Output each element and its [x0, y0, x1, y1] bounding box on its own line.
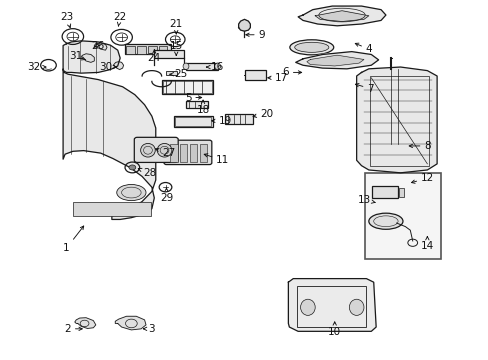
- Text: 32: 32: [27, 62, 46, 72]
- Bar: [158, 45, 167, 54]
- Bar: [173, 116, 212, 127]
- Text: 5: 5: [185, 93, 201, 103]
- Text: 28: 28: [138, 168, 156, 178]
- Circle shape: [129, 165, 136, 170]
- Polygon shape: [63, 41, 120, 73]
- Bar: [371, 186, 397, 198]
- Text: 15: 15: [169, 41, 183, 55]
- Text: 26: 26: [91, 41, 104, 50]
- Text: 12: 12: [411, 173, 433, 183]
- Text: 16: 16: [206, 62, 224, 72]
- Text: 17: 17: [267, 73, 287, 83]
- Bar: [369, 76, 428, 166]
- Bar: [154, 50, 183, 58]
- Text: 14: 14: [420, 237, 433, 251]
- Bar: [166, 71, 177, 75]
- Polygon shape: [63, 69, 156, 220]
- Text: 30: 30: [99, 62, 116, 72]
- Bar: [73, 202, 151, 216]
- Ellipse shape: [294, 42, 328, 52]
- Ellipse shape: [368, 213, 402, 229]
- Polygon shape: [81, 54, 94, 62]
- Text: 19: 19: [211, 116, 231, 126]
- Text: 18: 18: [196, 100, 209, 115]
- Text: 20: 20: [253, 109, 272, 119]
- Ellipse shape: [348, 299, 363, 315]
- Bar: [162, 81, 211, 93]
- Text: 4: 4: [355, 43, 371, 54]
- Ellipse shape: [300, 299, 315, 315]
- Polygon shape: [356, 67, 436, 173]
- Text: 8: 8: [408, 141, 430, 151]
- Bar: [125, 44, 171, 54]
- Text: 6: 6: [282, 67, 301, 77]
- Text: 29: 29: [160, 188, 173, 203]
- Bar: [185, 101, 207, 108]
- Bar: [175, 117, 211, 126]
- Ellipse shape: [214, 63, 220, 69]
- Polygon shape: [288, 279, 375, 331]
- Bar: [199, 144, 206, 162]
- Bar: [224, 114, 253, 125]
- Text: 24: 24: [147, 50, 161, 63]
- Polygon shape: [75, 318, 96, 328]
- Polygon shape: [295, 51, 378, 69]
- Polygon shape: [315, 11, 368, 22]
- Bar: [189, 144, 197, 162]
- Text: 10: 10: [327, 322, 341, 337]
- Polygon shape: [238, 19, 250, 31]
- Bar: [245, 70, 265, 80]
- Ellipse shape: [183, 63, 188, 69]
- Text: 22: 22: [113, 12, 126, 26]
- Bar: [365, 173, 440, 259]
- FancyBboxPatch shape: [134, 137, 178, 162]
- FancyBboxPatch shape: [163, 140, 211, 165]
- Text: 21: 21: [169, 19, 183, 34]
- Polygon shape: [115, 316, 146, 330]
- Bar: [126, 45, 135, 54]
- Polygon shape: [298, 6, 385, 26]
- Text: 13: 13: [357, 195, 374, 205]
- Ellipse shape: [117, 184, 146, 201]
- Text: 23: 23: [60, 12, 73, 28]
- Text: 2: 2: [64, 324, 82, 334]
- Bar: [398, 188, 404, 197]
- Text: 25: 25: [170, 69, 187, 79]
- Bar: [161, 80, 212, 94]
- Text: 3: 3: [143, 324, 155, 334]
- Text: 1: 1: [63, 226, 83, 253]
- Bar: [170, 144, 177, 162]
- Polygon shape: [94, 43, 107, 50]
- Text: 27: 27: [155, 148, 175, 158]
- Bar: [137, 45, 146, 54]
- Ellipse shape: [141, 143, 155, 157]
- Polygon shape: [114, 62, 123, 69]
- Bar: [297, 286, 366, 327]
- Polygon shape: [306, 55, 363, 66]
- Ellipse shape: [157, 143, 171, 157]
- Bar: [180, 144, 187, 162]
- Text: 11: 11: [204, 154, 229, 165]
- Bar: [148, 45, 157, 54]
- Ellipse shape: [289, 40, 333, 55]
- Text: 31: 31: [69, 51, 85, 61]
- Text: 9: 9: [245, 30, 264, 40]
- Bar: [185, 63, 217, 69]
- Text: 7: 7: [355, 84, 373, 94]
